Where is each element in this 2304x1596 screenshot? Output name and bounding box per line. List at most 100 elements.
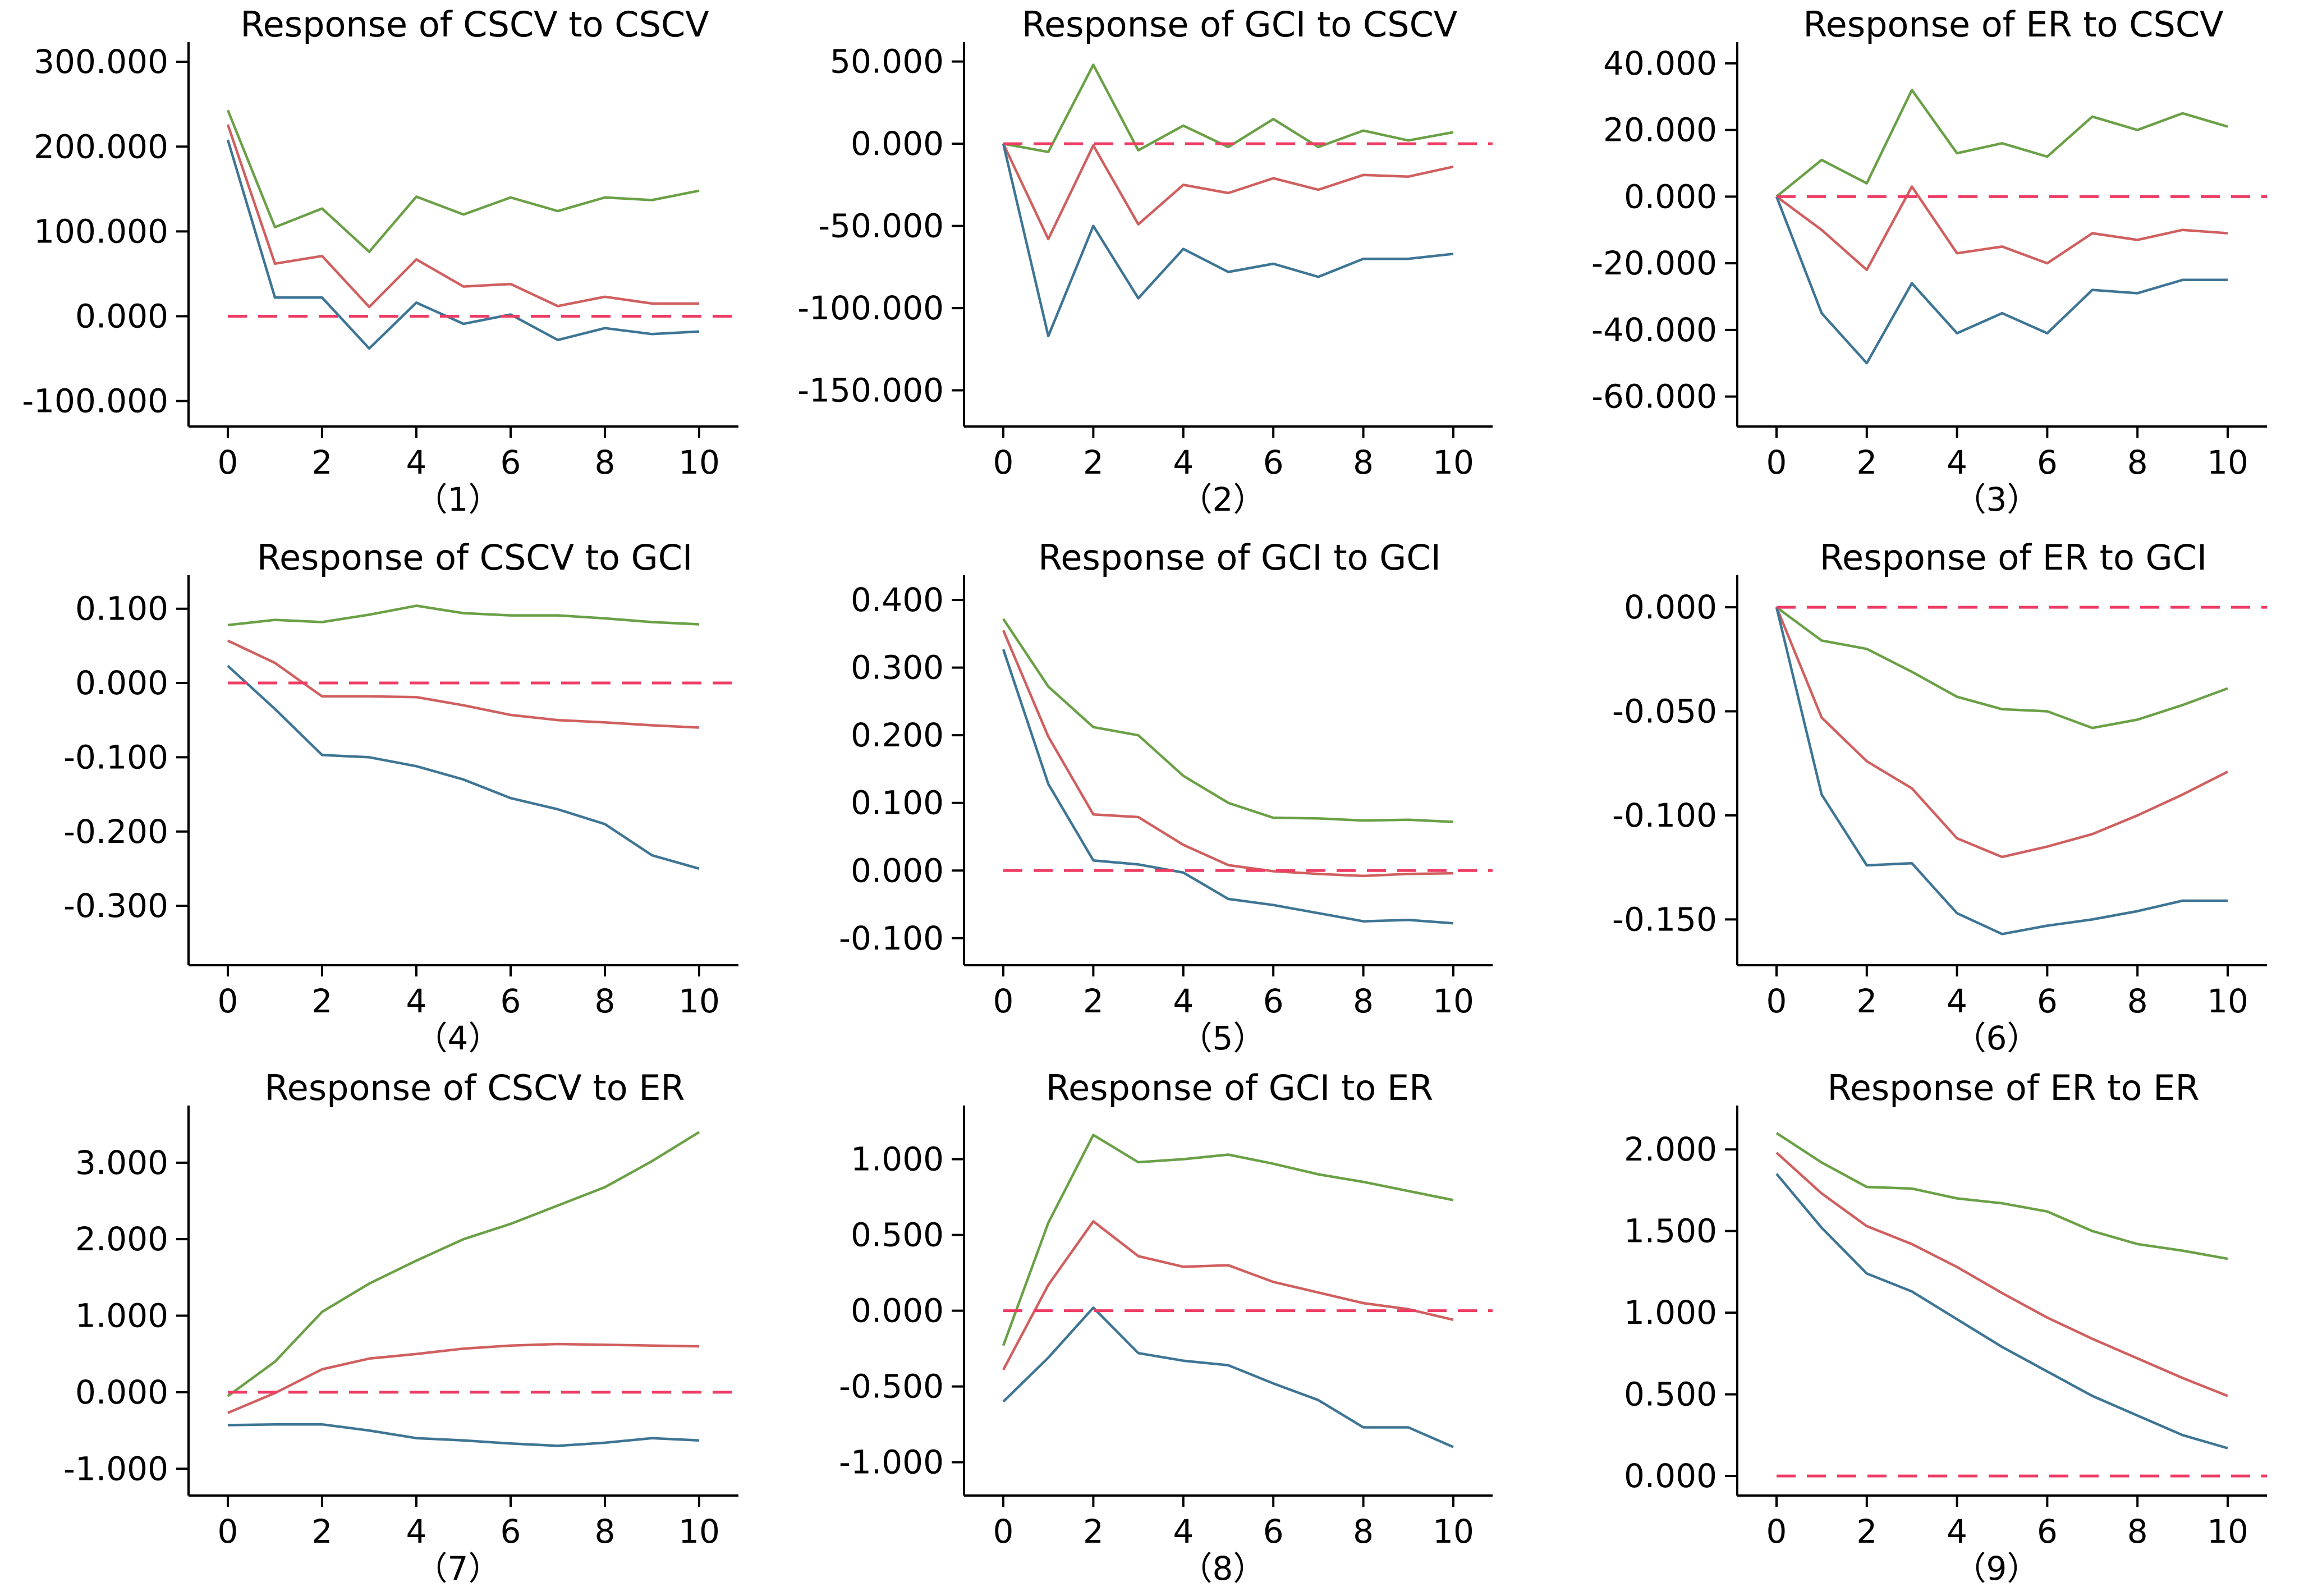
panel-8-caption: （8）: [1180, 1549, 1266, 1588]
panel-8-ytick-label: 1.000: [851, 1140, 944, 1178]
panel-4-series-upper: [227, 604, 700, 627]
panel-4: Response of CSCV to GCI -0.300 -0.200 -0.10…: [63, 537, 738, 1057]
panel-5-series-lower: [1002, 649, 1454, 925]
panel-2-xtick-label: 6: [1263, 443, 1284, 481]
panel-7-xtick-label: 10: [678, 1512, 720, 1551]
panel-1-ytick-label: 100.000: [34, 212, 168, 250]
panel-9-ytick-label: 0.500: [1624, 1375, 1717, 1414]
panel-7-xtick-label: 6: [501, 1512, 521, 1551]
panel-8-ytick-label: 0.000: [851, 1292, 944, 1330]
panel-7-xtick-label: 8: [595, 1512, 616, 1551]
panel-2-ytick-label: -100.000: [797, 289, 944, 327]
panel-8-series-lower: [1002, 1306, 1454, 1448]
panel-1-ytick-label: 0.000: [75, 297, 168, 336]
panel-1-ytick-label: -100.000: [22, 382, 168, 420]
panel-3-ytick-label: -20.000: [1591, 244, 1717, 282]
panel-4-xtick-label: 4: [406, 982, 427, 1020]
panel-1-series-mid: [226, 124, 699, 309]
panel-5-xtick-label: 10: [1433, 982, 1474, 1020]
panel-1-xtick-label: 10: [678, 443, 720, 481]
panel-9-series-lower: [1775, 1173, 2228, 1450]
panel-5-title: Response of GCI to GCI: [1038, 537, 1441, 578]
panel-4-xtick-label: 6: [501, 982, 521, 1020]
panel-6-xtick-label: 6: [2037, 982, 2058, 1020]
panel-6-series-mid: [1775, 607, 2229, 859]
panel-3-ytick-label: 40.000: [1603, 44, 1717, 82]
panel-7: Response of CSCV to ER -1.000 0.000 1.000 2.…: [63, 1067, 738, 1588]
panel-9-ytick-label: 0.000: [1624, 1457, 1717, 1495]
panel-9-ytick-label: 1.500: [1624, 1212, 1717, 1250]
panel-8-xtick-label: 2: [1083, 1512, 1104, 1551]
panel-5-ytick-label: 0.300: [851, 649, 944, 687]
panel-6-xtick-label: 0: [1766, 982, 1787, 1020]
panel-6-caption: （6）: [1954, 1019, 2040, 1057]
panel-4-ytick-label: -0.100: [63, 738, 168, 776]
panel-3: Response of ER to CSCV -60.000 -40.000 -20.…: [1591, 4, 2267, 519]
panel-6-xtick-label: 8: [2127, 982, 2148, 1020]
panel-6-series-lower: [1775, 607, 2228, 935]
panel-6-ytick-label: -0.100: [1612, 796, 1717, 834]
panel-9-series-mid: [1775, 1152, 2228, 1397]
panel-4-xtick-label: 2: [312, 982, 333, 1020]
panel-3-ytick-label: 20.000: [1603, 111, 1717, 149]
panel-7-ytick-label: -1.000: [63, 1450, 168, 1488]
panel-5-xtick-label: 0: [993, 982, 1014, 1020]
panel-4-series-mid: [227, 639, 700, 729]
panel-2-xtick-label: 4: [1173, 443, 1194, 481]
panel-4-ytick-label: -0.200: [63, 813, 168, 851]
panel-9-xtick-label: 8: [2127, 1512, 2148, 1551]
panel-7-caption: （7）: [415, 1549, 501, 1588]
panel-9: Response of ER to ER 0.000 0.500 1.000 1.500…: [1624, 1067, 2267, 1588]
panel-2-title: Response of GCI to CSCV: [1022, 4, 1458, 45]
panel-3-xtick-label: 0: [1766, 443, 1787, 481]
panel-6-xtick-label: 2: [1856, 982, 1877, 1020]
panel-8-xtick-label: 4: [1173, 1512, 1194, 1551]
panel-1-ytick-label: 300.000: [34, 43, 168, 81]
panel-5-series-mid: [1002, 630, 1454, 878]
panel-5-xtick-label: 4: [1173, 982, 1194, 1020]
panel-7-title: Response of CSCV to ER: [264, 1067, 685, 1108]
panel-4-xtick-label: 8: [595, 982, 616, 1020]
panel-1-title: Response of CSCV to CSCV: [240, 4, 709, 45]
panel-7-xtick-label: 2: [312, 1512, 333, 1551]
panel-4-title: Response of CSCV to GCI: [257, 537, 693, 578]
panel-9-ytick-label: 2.000: [1624, 1130, 1717, 1168]
panel-2-xtick-label: 0: [993, 443, 1014, 481]
panel-6-xtick-label: 4: [1947, 982, 1967, 1020]
panel-8: Response of GCI to ER -1.000 -0.500 0.000 0.…: [839, 1067, 1493, 1588]
panel-3-xtick-label: 10: [2207, 443, 2248, 481]
panel-3-xtick-label: 2: [1856, 443, 1877, 481]
panel-1-xtick-label: 0: [218, 443, 238, 481]
panel-6-series-upper: [1775, 606, 2228, 730]
panel-1: Response of CSCV to CSCV-100.0000.000100…: [22, 4, 738, 519]
panel-7-xtick-label: 4: [406, 1512, 427, 1551]
panel-9-series-upper: [1775, 1132, 2228, 1260]
panel-1-caption: （1）: [415, 480, 501, 519]
panel-3-caption: （3）: [1954, 480, 2040, 519]
panel-9-title: Response of ER to ER: [1827, 1067, 2199, 1108]
panel-5-xtick-label: 6: [1263, 982, 1284, 1020]
panel-1-xtick-label: 6: [501, 443, 521, 481]
panel-2: Response of GCI to CSCV -150.000 -100.000 -…: [797, 4, 1493, 519]
panel-3-ytick-label: -60.000: [1591, 378, 1717, 416]
panel-3-series-upper: [1775, 89, 2228, 198]
panel-2-ytick-label: 0.000: [851, 125, 944, 163]
panel-8-xtick-label: 10: [1433, 1512, 1474, 1551]
panel-3-series-mid: [1775, 185, 2228, 272]
panel-3-ytick-label: 0.000: [1624, 177, 1717, 215]
panel-1-series-lower: [226, 139, 700, 350]
panel-5-series-upper: [1002, 618, 1454, 823]
panel-9-xtick-label: 6: [2037, 1512, 2058, 1551]
panel-1-series-upper: [226, 109, 700, 253]
panel-5-xtick-label: 8: [1353, 982, 1374, 1020]
panel-5-ytick-label: 0.200: [851, 716, 944, 754]
panel-2-xtick-label: 10: [1433, 443, 1474, 481]
panel-4-ytick-label: 0.100: [75, 590, 168, 628]
panel-1-xtick-label: 8: [595, 443, 616, 481]
panel-5-ytick-label: -0.100: [839, 919, 944, 957]
panel-5-ytick-label: 0.000: [851, 851, 944, 889]
panel-8-xtick-label: 8: [1353, 1512, 1374, 1551]
panel-4-xtick-label: 0: [218, 982, 238, 1020]
panel-5-ytick-label: 0.100: [851, 784, 944, 822]
panel-4-caption: （4）: [415, 1019, 501, 1057]
